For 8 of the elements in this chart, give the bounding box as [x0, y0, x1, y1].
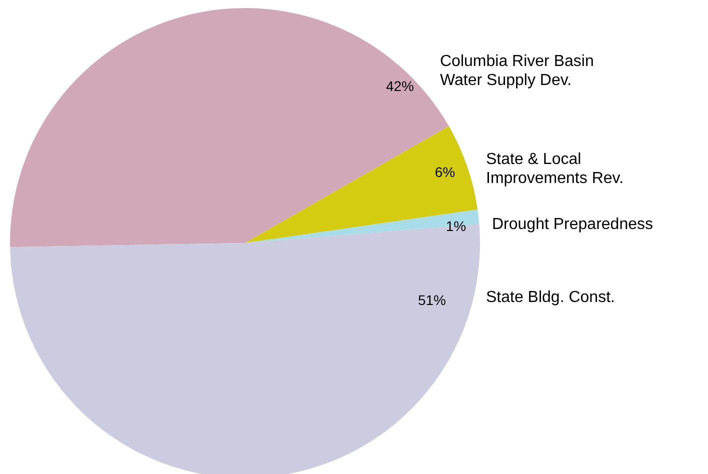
- data-label: 51%: [418, 292, 446, 308]
- slice-label: Drought Preparedness: [492, 216, 653, 233]
- slice-label: State Bldg. Const.: [486, 289, 615, 306]
- data-label: 6%: [434, 164, 456, 180]
- slice-label: Columbia River Basin Water Supply Dev.: [440, 53, 594, 89]
- slice-label: State & Local Improvements Rev.: [486, 151, 624, 187]
- data-label: 1%: [446, 218, 466, 234]
- data-label: 42%: [386, 78, 414, 94]
